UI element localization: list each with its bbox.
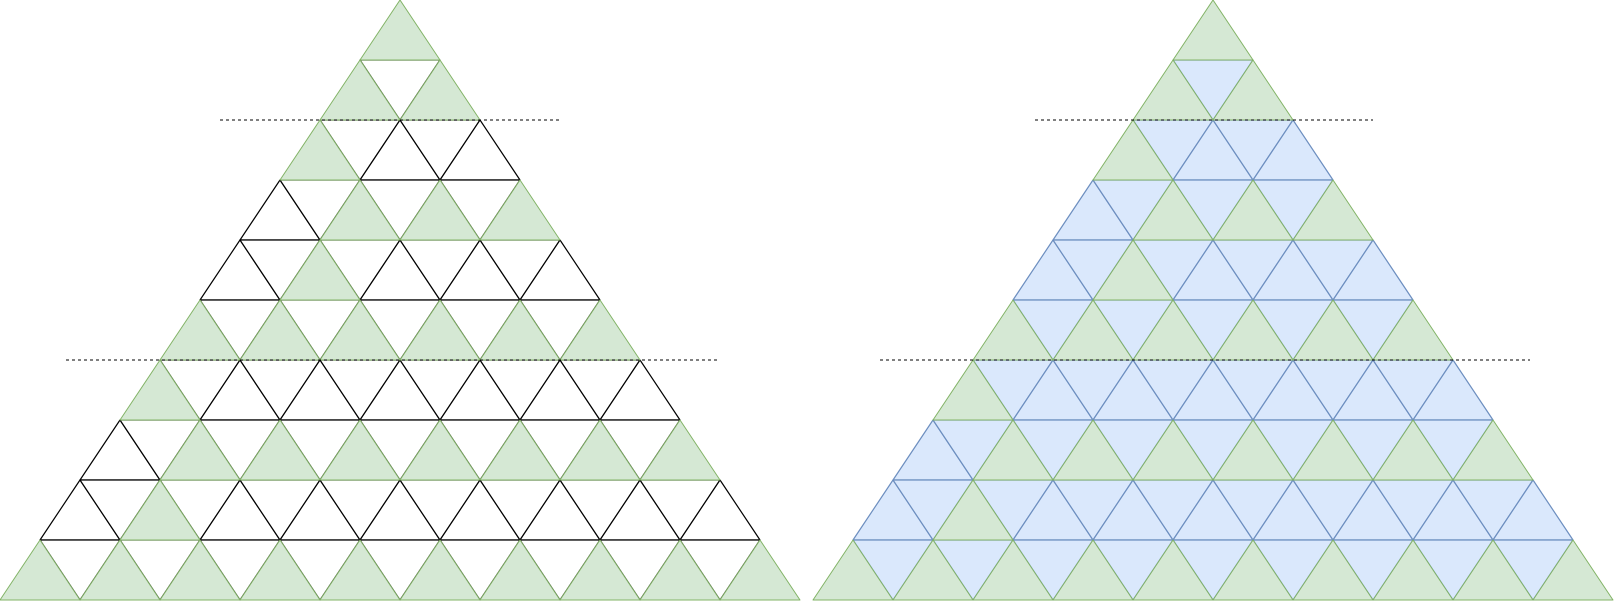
highlighted-triangle-cell	[399, 419, 481, 481]
highlighted-triangle-cell	[1132, 419, 1214, 481]
right-triangle-grid-separators	[880, 119, 1530, 361]
left-triangle-grid-separators	[66, 119, 718, 361]
highlighted-triangle-cell	[399, 59, 481, 121]
highlighted-triangle-cell	[1372, 419, 1454, 481]
highlighted-triangle-cell	[1372, 299, 1454, 361]
highlighted-triangle-cell	[479, 179, 561, 241]
highlighted-triangle-cell	[892, 539, 974, 601]
highlighted-triangle-cell	[1052, 419, 1134, 481]
highlighted-triangle-cell	[0, 539, 81, 601]
highlighted-triangle-cell	[319, 419, 401, 481]
right-triangle-grid-highlighted-cells	[812, 0, 1614, 601]
highlighted-triangle-cell	[319, 179, 401, 241]
left-triangle-grid	[0, 0, 801, 601]
left-triangle-grid-highlighted-cells	[0, 0, 801, 601]
highlighted-triangle-cell	[1292, 179, 1374, 241]
highlighted-triangle-cell	[1052, 539, 1134, 601]
highlighted-triangle-cell	[972, 539, 1054, 601]
highlighted-triangle-cell	[119, 479, 201, 541]
highlighted-triangle-cell	[1132, 539, 1214, 601]
highlighted-triangle-cell	[1212, 179, 1294, 241]
highlighted-triangle-cell	[359, 0, 441, 61]
highlighted-triangle-cell	[1212, 419, 1294, 481]
highlighted-triangle-cell	[1452, 419, 1534, 481]
highlighted-triangle-cell	[319, 539, 401, 601]
highlighted-triangle-cell	[1292, 419, 1374, 481]
highlighted-triangle-cell	[479, 539, 561, 601]
highlighted-triangle-cell	[812, 539, 894, 601]
highlighted-triangle-cell	[239, 419, 321, 481]
highlighted-triangle-cell	[639, 539, 721, 601]
highlighted-triangle-cell	[479, 299, 561, 361]
highlighted-triangle-cell	[159, 419, 241, 481]
highlighted-triangle-cell	[719, 539, 801, 601]
highlighted-triangle-cell	[1092, 239, 1174, 301]
highlighted-triangle-cell	[399, 179, 481, 241]
highlighted-triangle-cell	[1292, 539, 1374, 601]
highlighted-triangle-cell	[1172, 0, 1254, 61]
highlighted-triangle-cell	[972, 419, 1054, 481]
highlighted-triangle-cell	[932, 359, 1014, 421]
right-triangle-grid-base-cells	[852, 59, 1574, 601]
highlighted-triangle-cell	[559, 539, 641, 601]
highlighted-triangle-cell	[932, 479, 1014, 541]
highlighted-triangle-cell	[1532, 539, 1614, 601]
right-triangle-grid	[812, 0, 1614, 601]
highlighted-triangle-cell	[239, 299, 321, 361]
highlighted-triangle-cell	[79, 539, 161, 601]
highlighted-triangle-cell	[1132, 179, 1214, 241]
highlighted-triangle-cell	[279, 119, 361, 181]
highlighted-triangle-cell	[1452, 539, 1534, 601]
highlighted-triangle-cell	[559, 419, 641, 481]
highlighted-triangle-cell	[1372, 539, 1454, 601]
highlighted-triangle-cell	[1092, 119, 1174, 181]
highlighted-triangle-cell	[1132, 299, 1214, 361]
highlighted-triangle-cell	[399, 539, 481, 601]
highlighted-triangle-cell	[159, 539, 241, 601]
highlighted-triangle-cell	[479, 419, 561, 481]
highlighted-triangle-cell	[239, 539, 321, 601]
highlighted-triangle-cell	[1212, 539, 1294, 601]
highlighted-triangle-cell	[119, 359, 201, 421]
left-triangle-grid-base-cells	[39, 59, 761, 601]
highlighted-triangle-cell	[639, 419, 721, 481]
highlighted-triangle-cell	[279, 239, 361, 301]
